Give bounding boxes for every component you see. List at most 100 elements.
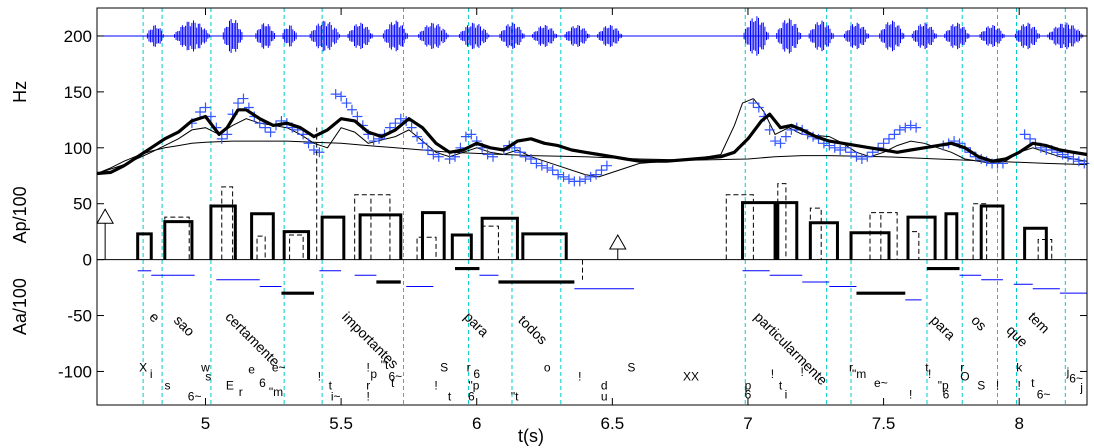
- f0-point: [1068, 153, 1079, 164]
- word-label: tem: [1025, 309, 1053, 337]
- waveform-burst: [347, 22, 373, 50]
- word-label: para: [928, 312, 959, 343]
- phrase-component-curve: [96, 140, 1088, 174]
- f0-point: [753, 102, 764, 113]
- accent-ref-bar: [972, 203, 988, 260]
- phone-label: !: [434, 378, 437, 392]
- accent-ref-bar: [869, 212, 898, 260]
- phone-label: p: [745, 378, 752, 392]
- f0-point: [889, 129, 900, 140]
- waveform-burst: [309, 20, 340, 52]
- accent-bar: [849, 231, 891, 260]
- accent-ref-bar: [164, 216, 190, 260]
- waveform-burst: [174, 20, 210, 52]
- phrase-impulse-head: [608, 234, 627, 250]
- f0-point: [553, 169, 564, 180]
- waveform-burst: [146, 25, 164, 47]
- speech-waveform: [97, 16, 1087, 56]
- accent-bar: [209, 204, 237, 260]
- phone-label: 6~: [1069, 372, 1083, 386]
- phone-label: d: [601, 378, 608, 392]
- f0-point: [330, 89, 341, 100]
- phone-label: S: [977, 378, 985, 392]
- phone-label: !: [367, 360, 370, 374]
- accent-ref-bar: [289, 234, 304, 260]
- f0-point: [531, 158, 542, 169]
- f0-point: [878, 138, 889, 149]
- waveform-burst: [743, 16, 769, 56]
- f0-point: [368, 136, 379, 147]
- f0-point: [515, 147, 526, 158]
- waveform-burst: [418, 22, 449, 49]
- phone-label: e~: [874, 376, 888, 390]
- accent-bar: [420, 211, 446, 260]
- y-axis-label-hz: Hz: [10, 81, 30, 103]
- f0-thin-line: [96, 97, 1088, 178]
- f0-point: [591, 169, 602, 180]
- aa-segments: [137, 266, 1087, 301]
- f0-point: [216, 133, 227, 144]
- x-tick-label: 8: [1014, 414, 1023, 433]
- phone-label: t: [1031, 376, 1035, 390]
- phone-label: 6: [943, 387, 950, 401]
- accent-bar: [320, 215, 346, 260]
- phone-label: "m: [269, 385, 283, 399]
- phone-label: u: [601, 390, 608, 404]
- f0-point: [905, 120, 916, 131]
- accent-commands: [136, 183, 1053, 260]
- f0-point: [200, 102, 211, 113]
- f0-point: [764, 124, 775, 135]
- f0-point: [238, 93, 249, 104]
- waveform-burst: [382, 20, 408, 52]
- segment-boundaries: [142, 8, 1066, 405]
- phone-label: "m: [852, 367, 866, 381]
- waveform-burst: [776, 18, 802, 54]
- phone-label: "t: [381, 358, 389, 372]
- f0-point: [195, 107, 206, 118]
- f0-point: [547, 165, 558, 176]
- phone-label: t: [925, 360, 929, 374]
- f0-point: [596, 165, 607, 176]
- f0-point: [233, 98, 244, 109]
- phone-label: s: [165, 378, 171, 392]
- accent-bar: [808, 221, 839, 260]
- accent-ref-bar: [809, 207, 822, 260]
- accent-bar: [136, 232, 153, 260]
- f0-point: [314, 147, 325, 158]
- accent-ref-bar: [354, 194, 391, 260]
- phone-label: e~: [272, 360, 286, 374]
- f0-model-curve: [96, 108, 1088, 176]
- word-label: os: [968, 312, 990, 334]
- f0-point: [520, 151, 531, 162]
- phone-label: r: [239, 385, 243, 399]
- f0-point: [346, 104, 357, 115]
- waveform-burst: [532, 25, 557, 47]
- y-axis-label-ap: Ap/100: [10, 186, 30, 243]
- accent-bar: [521, 232, 568, 260]
- phone-label: S: [627, 360, 635, 374]
- f0-point: [770, 136, 781, 147]
- f0-point: [851, 151, 862, 162]
- word-label: para: [461, 309, 492, 340]
- accent-bar: [163, 220, 194, 260]
- phone-label: r: [366, 378, 370, 392]
- f0-point: [308, 145, 319, 156]
- phone-label: i~: [331, 390, 341, 404]
- f0-point: [336, 91, 347, 102]
- f0-point: [525, 153, 536, 164]
- accent-ref-bar: [777, 183, 787, 260]
- phone-label: 6: [473, 367, 480, 381]
- word-label: e: [146, 309, 163, 326]
- waveform-burst: [282, 25, 297, 47]
- f0-point: [563, 174, 574, 185]
- phone-label: !: [928, 367, 931, 381]
- phone-label: t: [779, 378, 783, 392]
- f0-point: [222, 129, 233, 140]
- f0-point: [601, 160, 612, 171]
- f0-thin-curve: [96, 97, 1088, 178]
- accent-ref-bar: [416, 236, 437, 260]
- waveform-burst: [979, 25, 1005, 47]
- f0-point: [846, 147, 857, 158]
- f0-point: [780, 131, 791, 142]
